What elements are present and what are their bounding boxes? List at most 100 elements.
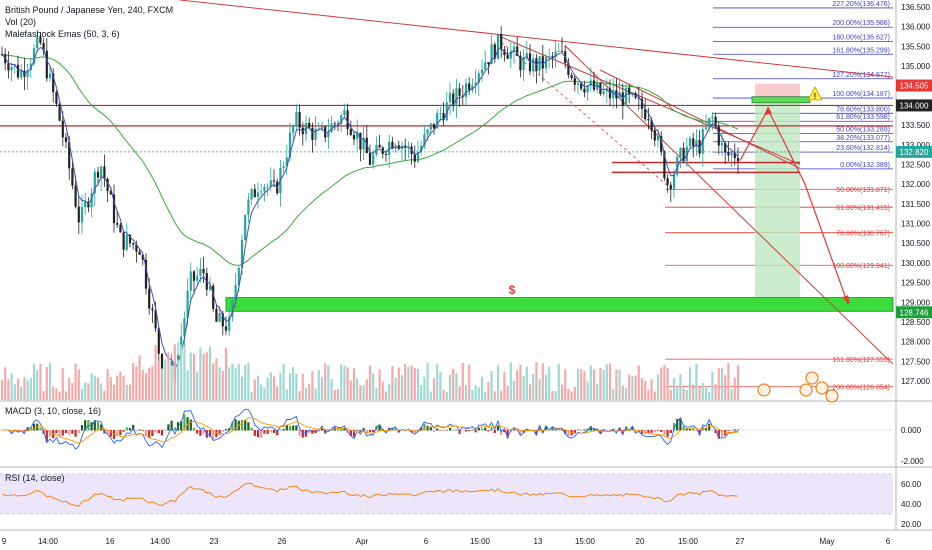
volume-bar bbox=[477, 387, 480, 400]
price-tick-label: 135.000 bbox=[901, 62, 930, 71]
volume-bar bbox=[68, 377, 71, 400]
volume-bar bbox=[407, 366, 410, 400]
macd-histogram-bar bbox=[714, 430, 717, 434]
volume-bar bbox=[253, 379, 256, 400]
candle-body bbox=[154, 310, 157, 329]
volume-bar bbox=[32, 363, 36, 400]
macd-tick-label: 0.000 bbox=[901, 426, 922, 435]
fib-extension-label: 38.20%(133.077) bbox=[836, 135, 890, 142]
volume-bar bbox=[356, 378, 359, 400]
volume-bar bbox=[282, 363, 285, 400]
volume-bar bbox=[272, 376, 276, 400]
volume-bar bbox=[564, 369, 567, 400]
candle-body bbox=[656, 136, 660, 141]
candle-body bbox=[720, 142, 724, 146]
volume-bar bbox=[173, 344, 176, 400]
macd-histogram-bar bbox=[292, 425, 295, 431]
volume-bar bbox=[644, 381, 647, 400]
macd-histogram-bar bbox=[244, 419, 247, 431]
volume-bar bbox=[266, 377, 269, 400]
candle-body bbox=[500, 33, 503, 50]
macd-histogram-bar bbox=[148, 430, 151, 439]
candle-body bbox=[112, 194, 116, 224]
macd-histogram-bar bbox=[672, 423, 676, 431]
volume-bar bbox=[391, 366, 394, 400]
macd-histogram-bar bbox=[416, 430, 420, 431]
price-pane[interactable]: 227.20%(136.476) 200.00%(135.986) 180.00%(… bbox=[0, 0, 894, 403]
volume-bar bbox=[352, 368, 356, 400]
volume-bar bbox=[711, 371, 714, 400]
volume-bar bbox=[346, 367, 349, 400]
macd-histogram-bar bbox=[471, 429, 474, 431]
macd-histogram-bar bbox=[253, 430, 256, 436]
price-axis[interactable]: 136.500136.000135.500135.000134.500134.0… bbox=[896, 3, 932, 529]
candle-body bbox=[679, 148, 682, 157]
macd-histogram-bar bbox=[68, 430, 71, 435]
volume-bar bbox=[458, 386, 461, 400]
volume-bar bbox=[586, 381, 589, 400]
macd-histogram-bar bbox=[368, 430, 372, 432]
price-badge-label: 134.505 bbox=[900, 82, 929, 91]
volume-bar bbox=[167, 352, 170, 400]
volume-bar bbox=[154, 345, 157, 400]
macd-histogram-bar bbox=[272, 430, 276, 434]
candle-body bbox=[93, 171, 96, 194]
candle-body bbox=[320, 126, 324, 129]
candle-body bbox=[314, 128, 317, 140]
candle-body bbox=[442, 112, 445, 121]
macd-histogram-bar bbox=[285, 424, 288, 431]
candle-body bbox=[39, 36, 42, 43]
take-profit-zone bbox=[755, 97, 800, 307]
volume-bar bbox=[55, 388, 58, 400]
price-tick-label: 131.500 bbox=[901, 200, 930, 209]
time-tick-label: 15:00 bbox=[470, 537, 491, 546]
macd-histogram-bar bbox=[212, 430, 215, 440]
macd-histogram-bar bbox=[45, 430, 48, 442]
volume-bar bbox=[580, 369, 583, 400]
macd-histogram-bar bbox=[359, 430, 362, 433]
macd-histogram-bar bbox=[452, 429, 455, 431]
volume-bar bbox=[176, 359, 180, 400]
rsi-pane[interactable] bbox=[0, 473, 893, 515]
macd-histogram-bar bbox=[490, 427, 493, 431]
volume-bar bbox=[183, 346, 186, 400]
candle-body bbox=[349, 129, 352, 136]
volume-bar bbox=[276, 386, 279, 400]
volume-bar bbox=[493, 391, 496, 400]
macd-histogram-bar bbox=[679, 418, 682, 431]
candle-body bbox=[317, 128, 320, 130]
macd-pane[interactable] bbox=[0, 408, 893, 450]
candle-body bbox=[346, 110, 349, 130]
volume-bar bbox=[445, 391, 448, 400]
volume-bar bbox=[461, 363, 464, 400]
candle-body bbox=[573, 78, 576, 85]
volume-bar bbox=[381, 381, 384, 400]
fib-extension-label: 161.80%(135.299) bbox=[832, 47, 890, 54]
macd-histogram-bar bbox=[692, 427, 695, 431]
fib-extension-label: 100.00%(134.187) bbox=[832, 91, 890, 98]
volume-bar bbox=[84, 382, 87, 400]
volume-bar bbox=[295, 373, 298, 400]
macd-histogram-bar bbox=[500, 430, 503, 436]
volume-bar bbox=[141, 369, 144, 400]
candle-body bbox=[116, 223, 119, 225]
candle-body bbox=[138, 251, 141, 255]
candle-body bbox=[660, 136, 663, 152]
macd-histogram-bar bbox=[445, 429, 448, 431]
volume-bar bbox=[77, 369, 80, 400]
volume-bar bbox=[592, 369, 596, 400]
candle-body bbox=[90, 193, 93, 208]
time-tick-label: 16 bbox=[106, 537, 115, 546]
macd-histogram-bar bbox=[208, 430, 212, 437]
macd-histogram-bar bbox=[221, 430, 224, 432]
macd-histogram-bar bbox=[586, 428, 589, 431]
candle-body bbox=[266, 186, 269, 188]
macd-histogram-bar bbox=[119, 430, 122, 436]
candle-body bbox=[717, 126, 720, 146]
candle-body bbox=[64, 137, 68, 143]
time-axis[interactable]: 9 14:00 16 14:00 23 26 Apr 6 15:00 13 15:00 20 15:00… bbox=[2, 537, 891, 546]
macd-histogram-bar bbox=[736, 429, 740, 431]
candle-body bbox=[416, 152, 420, 162]
rsi-band bbox=[0, 474, 893, 514]
